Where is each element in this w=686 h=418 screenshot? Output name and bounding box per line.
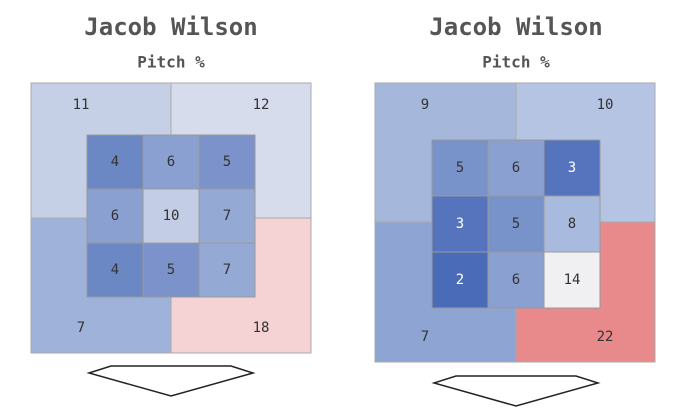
zone-cell [86, 188, 144, 244]
outer-zone-label: 12 [253, 97, 270, 113]
zone-cell [431, 139, 489, 197]
zone-cell [142, 242, 200, 298]
chart-subtitle: Pitch % [137, 53, 205, 72]
zone-label: 5 [456, 160, 464, 176]
zone-cell [198, 188, 256, 244]
outer-zone-label: 7 [77, 320, 85, 336]
home-plate [431, 375, 601, 407]
outer-zone-label: 11 [73, 97, 90, 113]
zone-cell [543, 139, 601, 197]
zone-label: 4 [111, 154, 119, 170]
outer-zone-label: 22 [597, 329, 614, 345]
zone-label: 7 [223, 208, 231, 224]
zone-label: 10 [163, 208, 180, 224]
zone-label: 6 [167, 154, 175, 170]
zone-cell [198, 242, 256, 298]
zone-cell [431, 195, 489, 253]
zone-cell [487, 195, 545, 253]
zone-label: 6 [512, 272, 520, 288]
zone-label: 5 [223, 154, 231, 170]
zone-label: 14 [564, 272, 581, 288]
zone-label: 5 [167, 262, 175, 278]
zone-label: 7 [223, 262, 231, 278]
zone-cell [142, 134, 200, 190]
home-plate [86, 365, 256, 397]
outer-zone-label: 9 [421, 97, 429, 113]
zone-cell [543, 251, 601, 309]
zone-label: 8 [568, 216, 576, 232]
zone-label: 6 [111, 208, 119, 224]
zone-label: 4 [111, 262, 119, 278]
zone-cell [487, 251, 545, 309]
zone-label: 3 [568, 160, 576, 176]
outer-zone-label: 7 [421, 329, 429, 345]
zone-label: 2 [456, 272, 464, 288]
zone-label: 5 [512, 216, 520, 232]
zone-label: 3 [456, 216, 464, 232]
outer-zone-label: 18 [253, 320, 270, 336]
chart-subtitle: Pitch % [482, 53, 550, 72]
zone-cell [543, 195, 601, 253]
zone-label: 6 [512, 160, 520, 176]
chart-title: Jacob Wilson [429, 13, 602, 41]
outer-zone-label: 10 [597, 97, 614, 113]
chart-title: Jacob Wilson [84, 13, 257, 41]
zone-cell [487, 139, 545, 197]
